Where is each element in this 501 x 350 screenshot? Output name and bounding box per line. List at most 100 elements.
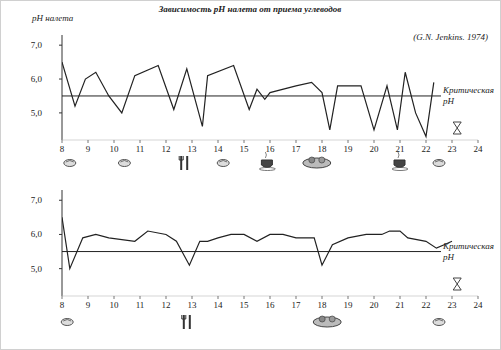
x-tick xyxy=(478,140,479,143)
x-tick xyxy=(348,296,349,299)
ph-line xyxy=(62,217,452,268)
x-tick xyxy=(322,140,323,143)
y-tick xyxy=(59,234,62,235)
x-tick xyxy=(88,140,89,143)
y-tick xyxy=(59,268,62,269)
y-tick-label: 6,0 xyxy=(31,229,43,239)
x-tick xyxy=(244,140,245,143)
meal-icon xyxy=(217,160,229,167)
x-tick-label: 18 xyxy=(318,144,328,154)
meal-icon xyxy=(180,156,182,170)
meal-icon xyxy=(66,161,74,163)
x-tick xyxy=(270,140,271,143)
y-tick-label: 7,0 xyxy=(31,195,43,205)
x-tick xyxy=(218,296,219,299)
x-tick-label: 13 xyxy=(188,300,198,310)
meal-icon xyxy=(189,315,191,329)
icons xyxy=(64,122,461,171)
x-tick xyxy=(322,296,323,299)
y-tick-label: 7,0 xyxy=(31,40,43,50)
source: (G.N. Jenkins. 1974) xyxy=(413,32,488,42)
meal-icon xyxy=(319,316,325,322)
x-tick-label: 18 xyxy=(318,300,328,310)
meal-icon xyxy=(179,156,183,160)
y-tick xyxy=(59,112,62,113)
icons xyxy=(61,278,461,329)
critical-line xyxy=(62,251,441,252)
y-tick xyxy=(59,200,62,201)
meal-icon xyxy=(61,319,73,326)
meal-icon xyxy=(433,160,445,167)
meal-icon xyxy=(319,157,325,163)
x-tick-label: 14 xyxy=(214,300,224,310)
x-tick xyxy=(478,296,479,299)
meal-icon xyxy=(398,152,399,158)
x-tick xyxy=(62,140,63,143)
critical-label: pH xyxy=(442,252,455,262)
x-tick-label: 20 xyxy=(370,300,380,310)
x-tick-label: 19 xyxy=(344,144,354,154)
x-tick xyxy=(192,296,193,299)
chart-0: Зависимость pH налета от приема углеводо… xyxy=(31,4,494,171)
x-tick xyxy=(218,140,219,143)
chart-svg: Зависимость pH налета от приема углеводо… xyxy=(0,0,501,350)
data-group xyxy=(62,62,434,137)
y-tick xyxy=(59,45,62,46)
meal-icon xyxy=(329,316,335,322)
x-tick-label: 15 xyxy=(240,144,250,154)
y-tick xyxy=(59,79,62,80)
x-tick xyxy=(114,296,115,299)
meal-icon xyxy=(313,317,341,327)
y-tick-label: 5,0 xyxy=(31,264,43,274)
meal-icon xyxy=(392,168,408,171)
x-tick-label: 9 xyxy=(86,144,91,154)
x-tick-label: 23 xyxy=(448,300,458,310)
x-tick xyxy=(296,296,297,299)
meal-icon xyxy=(394,160,405,168)
x-tick xyxy=(270,296,271,299)
x-tick xyxy=(374,296,375,299)
y-tick-label: 6,0 xyxy=(31,74,43,84)
x-tick xyxy=(88,296,89,299)
x-tick-label: 16 xyxy=(266,300,276,310)
x-tick xyxy=(62,296,63,299)
x-tick-label: 13 xyxy=(188,144,198,154)
x-tick-label: 11 xyxy=(136,144,145,154)
x-tick-label: 12 xyxy=(162,300,171,310)
x-tick-label: 22 xyxy=(422,144,431,154)
meal-icon xyxy=(265,152,266,158)
x-tick-label: 21 xyxy=(396,144,405,154)
meal-icon xyxy=(219,161,227,163)
chart-1: 5,06,07,08910111213141516171819202122232… xyxy=(31,190,494,329)
x-tick-label: 19 xyxy=(344,300,354,310)
meal-icon xyxy=(303,158,331,168)
hourglass-icon xyxy=(453,122,461,134)
x-tick xyxy=(114,140,115,143)
x-tick xyxy=(244,296,245,299)
y-axis xyxy=(62,190,63,296)
meal-icon xyxy=(118,160,130,167)
x-tick xyxy=(452,296,453,299)
meal-icon xyxy=(63,320,71,322)
critical-label: Критическая xyxy=(442,85,494,95)
x-tick-label: 15 xyxy=(240,300,250,310)
x-tick-label: 22 xyxy=(422,300,431,310)
x-tick-label: 24 xyxy=(474,300,484,310)
x-tick xyxy=(140,296,141,299)
hourglass-icon xyxy=(453,278,461,290)
x-tick-label: 8 xyxy=(60,144,65,154)
x-tick-label: 9 xyxy=(86,300,91,310)
meal-icon xyxy=(186,156,188,170)
x-tick-label: 14 xyxy=(214,144,224,154)
x-tick-label: 12 xyxy=(162,144,171,154)
x-tick-label: 17 xyxy=(292,300,302,310)
meal-icon xyxy=(309,157,315,163)
x-tick xyxy=(192,140,193,143)
x-tick-label: 16 xyxy=(266,144,276,154)
critical-label: pH xyxy=(442,96,455,106)
x-tick-label: 23 xyxy=(448,144,458,154)
x-tick-label: 20 xyxy=(370,144,380,154)
x-tick xyxy=(166,140,167,143)
x-tick-label: 10 xyxy=(110,300,120,310)
y-tick-label: 5,0 xyxy=(31,108,43,118)
